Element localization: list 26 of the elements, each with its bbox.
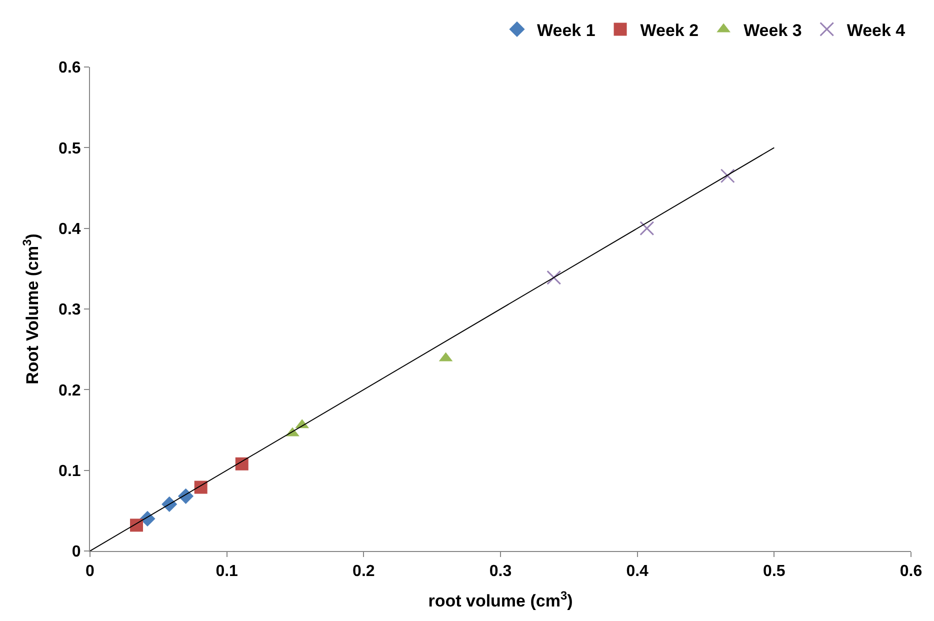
point: [720, 168, 735, 184]
x-axis-title: root volume (cm$^{3}$): [428, 588, 573, 611]
y-tick-label: 0.4: [58, 220, 81, 238]
y-tick-label: 0.1: [58, 462, 81, 480]
x-tick-label: 0.4: [626, 563, 649, 580]
y-tick-label: 0: [72, 544, 81, 561]
point: [235, 457, 248, 470]
point: [640, 221, 654, 236]
point: [162, 496, 178, 512]
point: [546, 270, 562, 285]
y-tick-label: 0.5: [58, 140, 81, 158]
y-tick-label: 0.3: [58, 302, 81, 319]
y-tick-label: 0.6: [58, 60, 81, 77]
x-tick-label: 0.6: [900, 563, 922, 580]
point: [130, 518, 144, 532]
x-tick-label: 0.1: [216, 563, 238, 580]
y-tick-label: 0.2: [58, 382, 81, 400]
legend-label: Week 3: [744, 20, 802, 40]
point: [194, 480, 208, 494]
x-tick-label: 0.3: [489, 563, 512, 580]
legend-label: Week 4: [846, 20, 906, 40]
x-tick-label: 0: [86, 563, 95, 580]
x-tick-label: 0.2: [352, 563, 375, 580]
x-tick-label: 0.5: [763, 563, 786, 580]
legend-label: Week 2: [640, 20, 699, 40]
legend-label: Week 1: [537, 20, 596, 40]
